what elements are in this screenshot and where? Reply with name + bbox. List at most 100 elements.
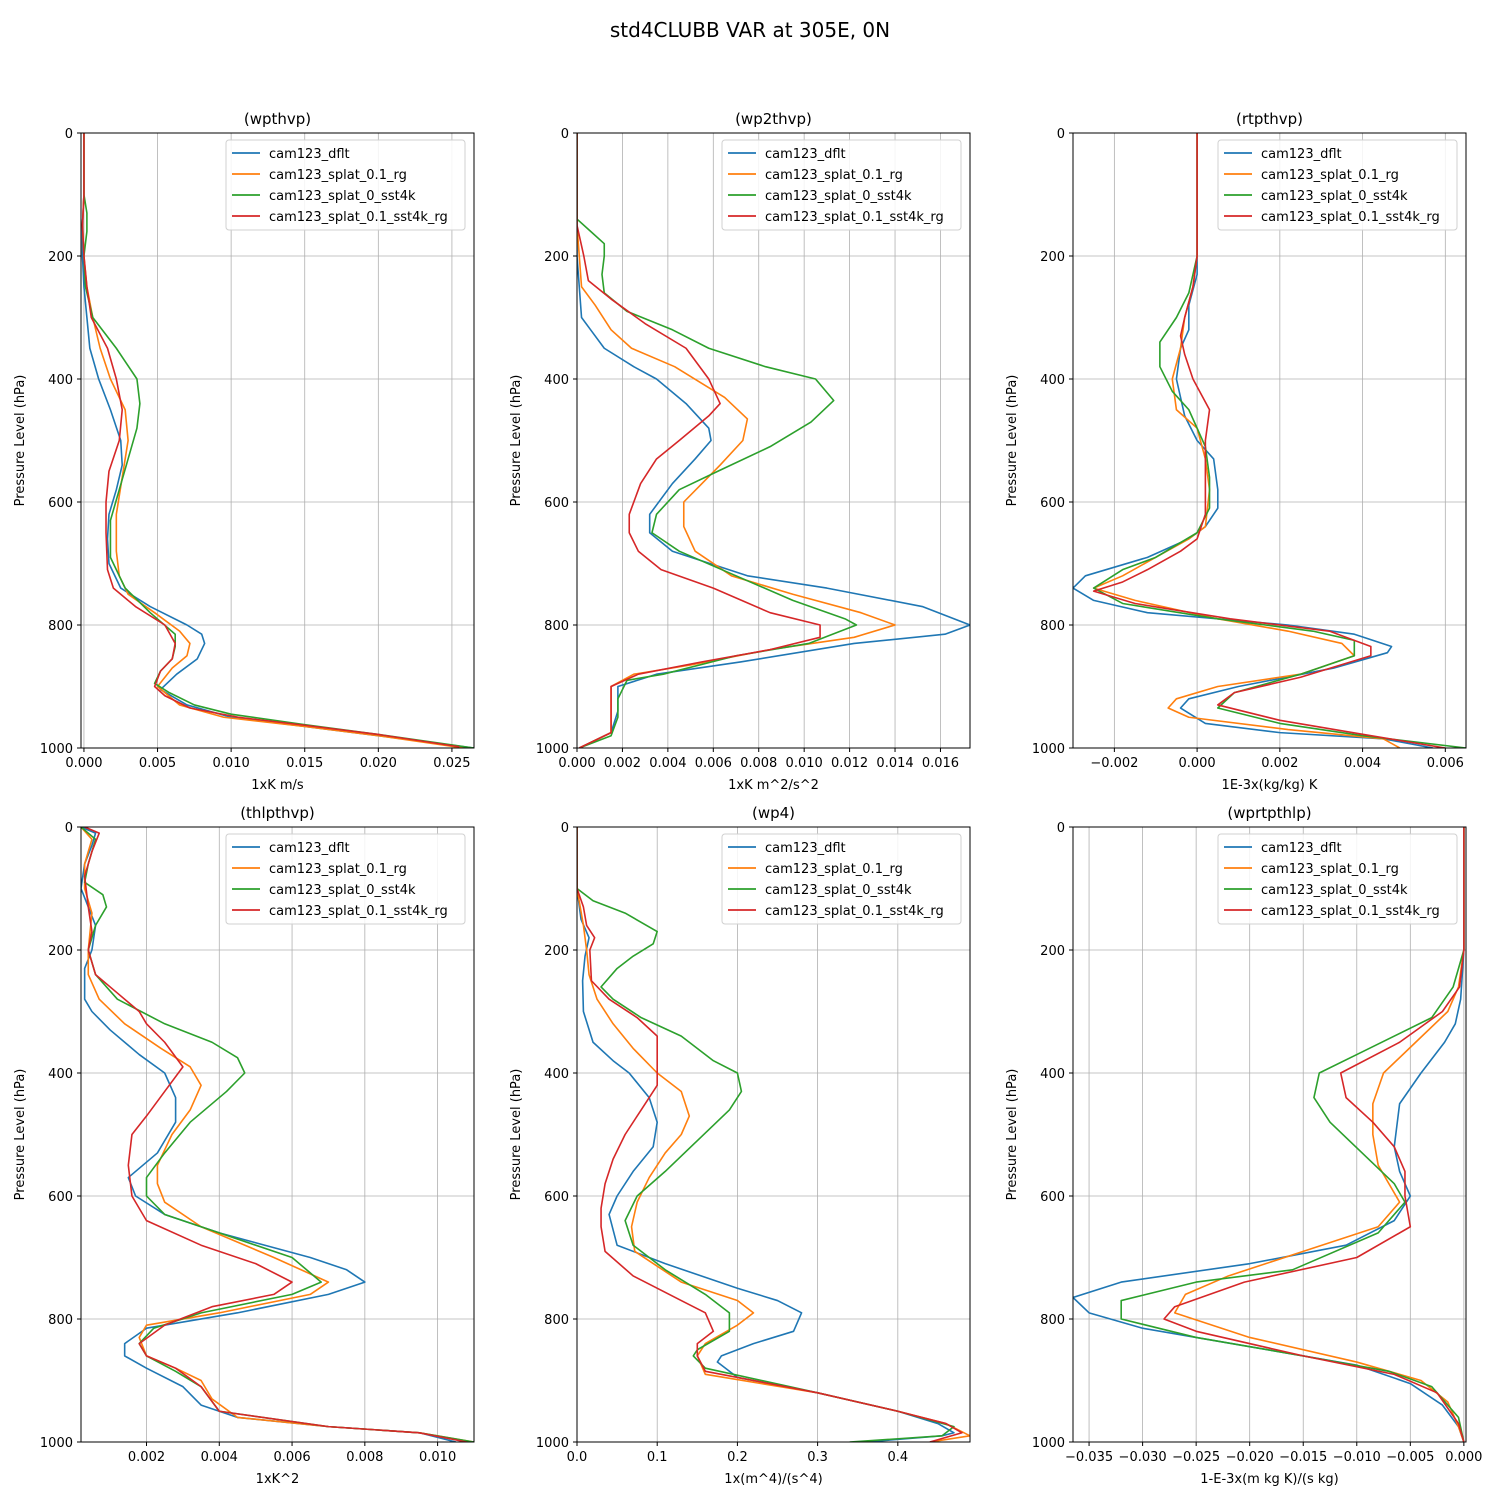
x-axis-label: 1-E-3x(m kg K)/(s kg)	[1200, 1472, 1338, 1487]
x-tick-label: −0.005	[1386, 1450, 1434, 1465]
x-tick-label: 0.1	[647, 1450, 668, 1465]
y-tick-label: 200	[544, 250, 569, 265]
y-tick-label: 0	[1057, 821, 1065, 836]
series-line	[577, 827, 970, 1442]
x-tick-label: 0.004	[201, 1450, 238, 1465]
series-line	[81, 827, 457, 1442]
y-tick-label: 0	[65, 127, 73, 142]
legend-label: cam123_splat_0.1_sst4k_rg	[1261, 904, 1440, 919]
legend-box	[1217, 833, 1458, 925]
y-tick-label: 400	[48, 373, 73, 388]
y-tick-label: 0	[1057, 127, 1065, 142]
subplot-wprtpthlp: −0.035 −0.030 −0.025 −0.020 −0.015 −0.010 −0.0…	[1005, 804, 1482, 1487]
x-tick-label: 0.002	[604, 756, 641, 771]
legend-label: cam123_splat_0.1_rg	[765, 168, 903, 183]
legend: cam123_dflt cam123_splat_0.1_rg cam123_spl…	[721, 833, 962, 925]
x-tick-label: 0.004	[649, 756, 686, 771]
y-tick-label: 200	[544, 944, 569, 959]
legend-label: cam123_splat_0.1_rg	[269, 168, 407, 183]
axes-frame	[1072, 132, 1467, 749]
y-tick-label: 600	[1040, 1190, 1065, 1205]
legend-label: cam123_splat_0.1_sst4k_rg	[765, 210, 944, 225]
y-axis-label: Pressure Level (hPa)	[13, 375, 28, 507]
axes-frame	[80, 826, 475, 1443]
series-line	[1073, 133, 1434, 748]
series-line	[81, 133, 460, 748]
axes-frame	[576, 826, 971, 1443]
x-tick-label: 0.005	[139, 756, 176, 771]
y-axis-label: Pressure Level (hPa)	[509, 375, 524, 507]
y-tick-label: 200	[1040, 944, 1065, 959]
axes-frame	[576, 132, 971, 749]
y-tick-label: 800	[1040, 619, 1065, 634]
x-tick-label: 0.002	[128, 1450, 165, 1465]
y-tick-label: 1000	[40, 1436, 73, 1451]
x-tick-label: 0.008	[740, 756, 777, 771]
legend: cam123_dflt cam123_splat_0.1_rg cam123_spl…	[1217, 833, 1458, 925]
y-tick-label: 1000	[536, 1436, 569, 1451]
x-axis-label: 1x(m^4)/(s^4)	[724, 1472, 822, 1487]
legend-label: cam123_splat_0.1_rg	[765, 862, 903, 877]
subplot-title: (thlpthvp)	[240, 804, 315, 822]
y-tick-label: 200	[48, 944, 73, 959]
legend-label: cam123_splat_0_sst4k	[269, 883, 416, 898]
subplot-title: (wprtpthlp)	[1227, 804, 1311, 822]
x-tick-label: −0.020	[1226, 1450, 1274, 1465]
series-line	[577, 133, 821, 748]
legend-box	[225, 139, 466, 231]
series-line	[1163, 827, 1465, 1442]
subplot-title: (rtpthvp)	[1236, 110, 1303, 128]
series-lines	[81, 133, 474, 748]
x-tick-label: 0.025	[433, 756, 470, 771]
series-line	[1092, 133, 1446, 748]
y-tick-label: 200	[48, 250, 73, 265]
x-tick-label: −0.015	[1279, 1450, 1327, 1465]
legend-label: cam123_dflt	[1261, 841, 1342, 856]
series-lines	[577, 133, 970, 748]
y-tick-label: 400	[1040, 373, 1065, 388]
x-axis-label: 1E-3x(kg/kg) K	[1222, 778, 1318, 793]
axes-frame	[1072, 826, 1467, 1443]
x-tick-label: 0.020	[360, 756, 397, 771]
series-line	[577, 827, 963, 1442]
x-tick-label: 0.014	[876, 756, 913, 771]
x-tick-label: −0.010	[1333, 1450, 1381, 1465]
x-tick-label: 0.008	[346, 1450, 383, 1465]
y-tick-label: 200	[1040, 250, 1065, 265]
y-tick-label: 600	[544, 1190, 569, 1205]
legend-label: cam123_splat_0.1_rg	[1261, 168, 1399, 183]
x-tick-label: 0.010	[419, 1450, 456, 1465]
legend-label: cam123_splat_0_sst4k	[269, 189, 416, 204]
x-axis-label: 1xK^2	[256, 1472, 300, 1487]
x-tick-label: 0.000	[1178, 756, 1215, 771]
y-tick-label: 800	[1040, 1313, 1065, 1328]
y-tick-label: 600	[48, 1190, 73, 1205]
y-tick-label: 800	[48, 619, 73, 634]
legend-label: cam123_dflt	[765, 147, 846, 162]
x-tick-label: 0.010	[213, 756, 250, 771]
legend-label: cam123_splat_0.1_sst4k_rg	[269, 210, 448, 225]
x-tick-label: 0.004	[1344, 756, 1381, 771]
x-tick-label: 0.006	[695, 756, 732, 771]
legend: cam123_dflt cam123_splat_0.1_rg cam123_spl…	[1217, 139, 1458, 231]
series-line	[1073, 827, 1465, 1442]
y-axis-label: Pressure Level (hPa)	[509, 1069, 524, 1201]
series-line	[81, 133, 474, 748]
series-line	[1120, 827, 1465, 1442]
series-line	[81, 827, 474, 1442]
y-tick-label: 800	[544, 619, 569, 634]
x-axis-label: 1xK m^2/s^2	[728, 778, 819, 793]
subplot-title: (wp2thvp)	[735, 110, 812, 128]
subplot-thlpthvp: 0.002 0.004 0.006 0.008 0.010 0 200 400 600 800 10…	[13, 804, 475, 1487]
series-lines	[577, 827, 970, 1442]
series-lines	[81, 827, 474, 1442]
y-axis-label: Pressure Level (hPa)	[1005, 375, 1020, 507]
subplot-title: (wp4)	[752, 804, 795, 822]
x-tick-label: 0.3	[807, 1450, 828, 1465]
legend: cam123_dflt cam123_splat_0.1_rg cam123_spl…	[225, 139, 466, 231]
legend-box	[721, 139, 962, 231]
legend-label: cam123_splat_0_sst4k	[1261, 883, 1408, 898]
y-tick-label: 400	[1040, 1067, 1065, 1082]
x-tick-label: 0.012	[831, 756, 868, 771]
